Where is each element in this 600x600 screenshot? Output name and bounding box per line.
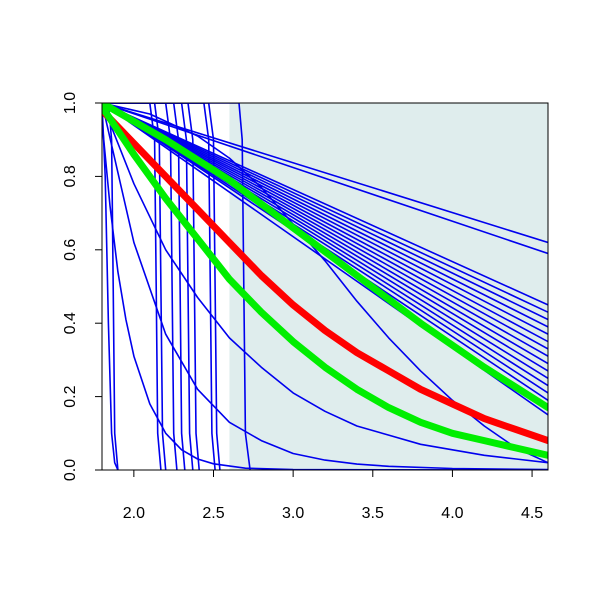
series-line-green-34 xyxy=(102,103,548,412)
x-tick-label: 2.5 xyxy=(202,505,224,522)
series-line-red-33 xyxy=(102,106,548,445)
series-line-blue-6 xyxy=(102,103,548,328)
series-line-blue-3 xyxy=(102,103,548,306)
x-tick-label: 4.5 xyxy=(521,505,543,522)
series-line-blue-24 xyxy=(102,103,167,470)
x-tick-label: 4.0 xyxy=(441,505,463,522)
series-line-blue-27 xyxy=(102,103,194,470)
x-tick-label: 3.5 xyxy=(362,505,384,522)
plot-frame xyxy=(101,102,549,471)
y-tick-label: 0.8 xyxy=(62,165,79,187)
x-tick-label: 2.0 xyxy=(123,505,145,522)
y-tick-label: 0.6 xyxy=(62,239,79,261)
y-tick-label: 0.4 xyxy=(62,312,79,334)
series-line-blue-21 xyxy=(102,103,119,470)
series-line-blue-4 xyxy=(102,103,548,314)
series-line-blue-7 xyxy=(102,103,548,336)
series-line-blue-30 xyxy=(102,103,221,470)
series-line-blue-25 xyxy=(102,103,178,470)
y-tick-label: 0.2 xyxy=(62,385,79,407)
y-tick-label: 1.0 xyxy=(62,92,79,114)
series-line-blue-32 xyxy=(102,103,548,464)
axes-layer: 2.0 2.5 3.0 3.5 4.0 4.5 0.0 0.2 0.4 0.6 0.8 1.0 xyxy=(62,92,549,522)
series-line-blue-31 xyxy=(102,103,251,470)
series-line-blue-18 xyxy=(102,103,548,464)
series-line-blue-23 xyxy=(102,103,162,470)
series-line-blue-19 xyxy=(102,103,548,470)
y-tick-label: 0.0 xyxy=(62,459,79,481)
series-line-blue-22 xyxy=(102,103,119,470)
series-layer xyxy=(102,103,548,470)
series-line-blue-28 xyxy=(102,103,200,470)
series-line-blue-29 xyxy=(102,103,216,470)
series-line-blue-5 xyxy=(102,103,548,321)
x-tick-label: 3.0 xyxy=(282,505,304,522)
series-line-green-35 xyxy=(102,103,548,459)
series-line-blue-20 xyxy=(102,120,548,470)
